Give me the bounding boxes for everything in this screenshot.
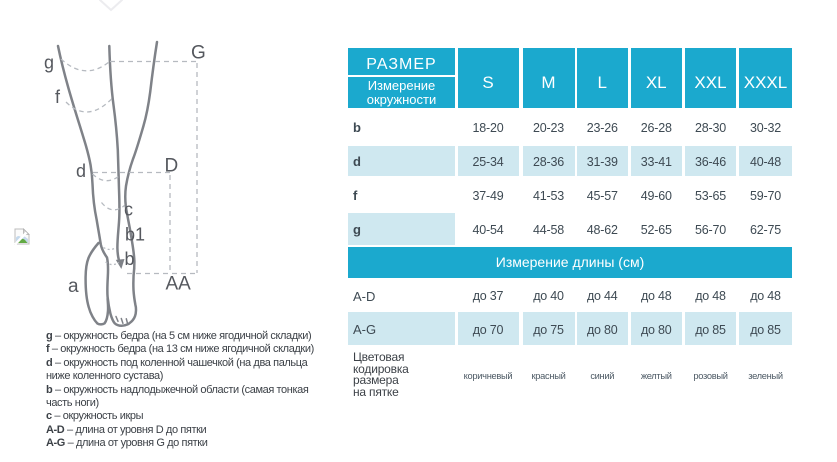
svg-text:c: c	[124, 200, 133, 220]
svg-text:f: f	[55, 87, 61, 107]
svg-text:b1: b1	[125, 225, 145, 245]
svg-text:G: G	[191, 43, 206, 64]
svg-text:a: a	[68, 276, 79, 297]
svg-text:D: D	[165, 156, 179, 177]
svg-text:g: g	[44, 53, 54, 73]
svg-text:b: b	[125, 249, 135, 269]
svg-text:d: d	[76, 161, 86, 181]
svg-text:AA: AA	[166, 274, 192, 295]
